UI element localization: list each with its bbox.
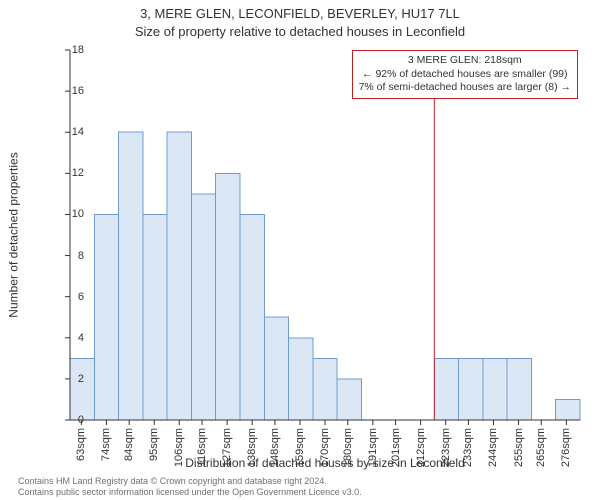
y-tick-label: 16 (54, 85, 84, 97)
x-tick-label: 212sqm (415, 428, 427, 467)
histogram-bar (191, 194, 215, 420)
x-tick-label: 201sqm (390, 428, 402, 467)
y-axis-label: Number of detached properties (6, 50, 22, 420)
x-tick-label: 223sqm (440, 428, 452, 467)
x-tick-label: 63sqm (75, 428, 87, 461)
x-tick-label: 159sqm (294, 428, 306, 467)
plot-area (70, 50, 580, 420)
x-tick-label: 116sqm (196, 428, 208, 466)
histogram-bar (507, 358, 531, 420)
footer-attribution: Contains HM Land Registry data © Crown c… (18, 476, 362, 499)
histogram-bar (459, 358, 483, 420)
y-tick-label: 18 (54, 44, 84, 56)
title-subtitle: Size of property relative to detached ho… (0, 24, 600, 39)
x-tick-label: 84sqm (123, 428, 135, 461)
histogram-bar (289, 338, 313, 420)
x-tick-label: 95sqm (148, 428, 160, 461)
histogram-bar (264, 317, 288, 420)
footer-line2: Contains public sector information licen… (18, 487, 362, 498)
histogram-bar (119, 132, 143, 420)
x-tick-label: 138sqm (246, 428, 258, 467)
y-axis-label-text: Number of detached properties (7, 152, 21, 317)
y-tick-label: 12 (54, 167, 84, 179)
histogram-bar (167, 132, 191, 420)
footer-line1: Contains HM Land Registry data © Crown c… (18, 476, 362, 487)
y-tick-label: 6 (54, 291, 84, 303)
x-tick-label: 191sqm (367, 428, 379, 467)
histogram-bar (240, 214, 264, 420)
histogram-bar (216, 173, 240, 420)
x-tick-label: 180sqm (342, 428, 354, 467)
histogram-bar (434, 358, 458, 420)
figure: 3, MERE GLEN, LECONFIELD, BEVERLEY, HU17… (0, 0, 600, 500)
x-tick-label: 233sqm (462, 428, 474, 467)
annotation-line3: 7% of semi-detached houses are larger (8… (359, 81, 571, 95)
annotation-line1: 3 MERE GLEN: 218sqm (359, 54, 571, 68)
annotation-line2: ← 92% of detached houses are smaller (99… (359, 68, 571, 82)
histogram-bar (556, 399, 580, 420)
x-tick-label: 170sqm (319, 428, 331, 467)
x-tick-label: 265sqm (535, 428, 547, 467)
histogram-svg (70, 50, 580, 420)
y-tick-label: 10 (54, 208, 84, 220)
title-address: 3, MERE GLEN, LECONFIELD, BEVERLEY, HU17… (0, 6, 600, 21)
y-tick-label: 2 (54, 373, 84, 385)
x-tick-label: 127sqm (221, 428, 233, 467)
histogram-bar (70, 358, 94, 420)
x-tick-label: 74sqm (100, 428, 112, 461)
histogram-bar (313, 358, 337, 420)
annotation-callout: 3 MERE GLEN: 218sqm ← 92% of detached ho… (352, 50, 578, 99)
y-tick-label: 4 (54, 332, 84, 344)
y-tick-label: 14 (54, 126, 84, 138)
x-tick-label: 148sqm (269, 428, 281, 467)
x-tick-label: 106sqm (173, 428, 185, 467)
histogram-bar (483, 358, 507, 420)
x-tick-label: 244sqm (487, 428, 499, 467)
x-tick-label: 255sqm (513, 428, 525, 467)
y-tick-label: 8 (54, 250, 84, 262)
histogram-bar (94, 214, 118, 420)
histogram-bar (143, 214, 167, 420)
histogram-bar (337, 379, 361, 420)
x-tick-label: 276sqm (560, 428, 572, 467)
y-tick-label: 0 (54, 414, 84, 426)
